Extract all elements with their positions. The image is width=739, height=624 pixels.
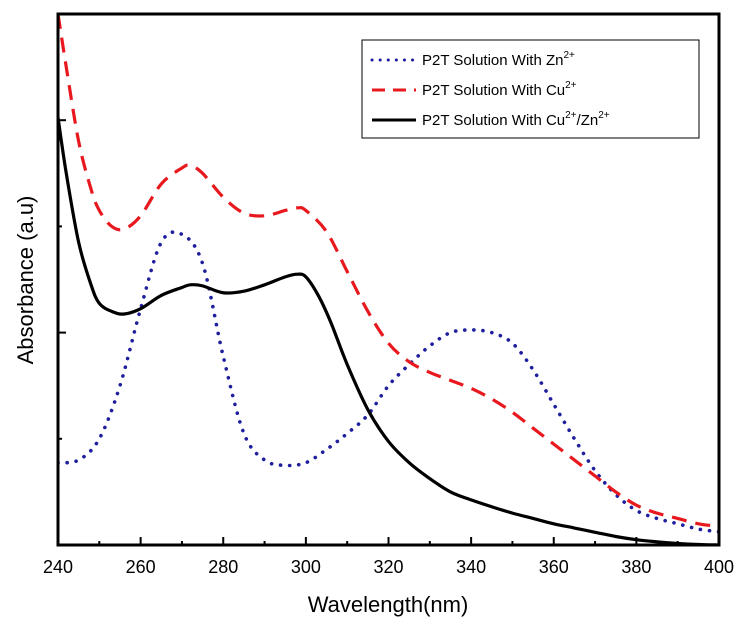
x-tick-label: 280 <box>208 557 238 577</box>
x-tick-label: 300 <box>291 557 321 577</box>
series-layer <box>58 14 719 545</box>
x-tick-label: 340 <box>456 557 486 577</box>
y-axis-label: Absorbance (a.u) <box>13 196 38 365</box>
legend-entry-zn: P2T Solution With Zn2+ <box>422 50 575 69</box>
x-axis-label: Wavelength(nm) <box>308 592 469 617</box>
legend-entry-cu: P2T Solution With Cu2+ <box>422 80 577 99</box>
series-line-zn <box>58 230 719 534</box>
legend-entry-cu-zn: P2T Solution With Cu2+/Zn2+ <box>422 110 610 129</box>
legend: P2T Solution With Zn2+ P2T Solution With… <box>361 39 700 139</box>
x-tick-label: 360 <box>539 557 569 577</box>
x-tick-label: 240 <box>43 557 73 577</box>
series-line-cu-zn <box>58 117 719 545</box>
legend-box <box>361 39 700 139</box>
x-tick-label: 320 <box>373 557 403 577</box>
x-tick-label: 260 <box>126 557 156 577</box>
x-tick-label: 380 <box>621 557 651 577</box>
x-tick-label: 400 <box>704 557 734 577</box>
series-line-cu <box>58 14 719 528</box>
ticks-layer: 240 260 280 300 320 340 360 380 400 <box>43 119 734 577</box>
